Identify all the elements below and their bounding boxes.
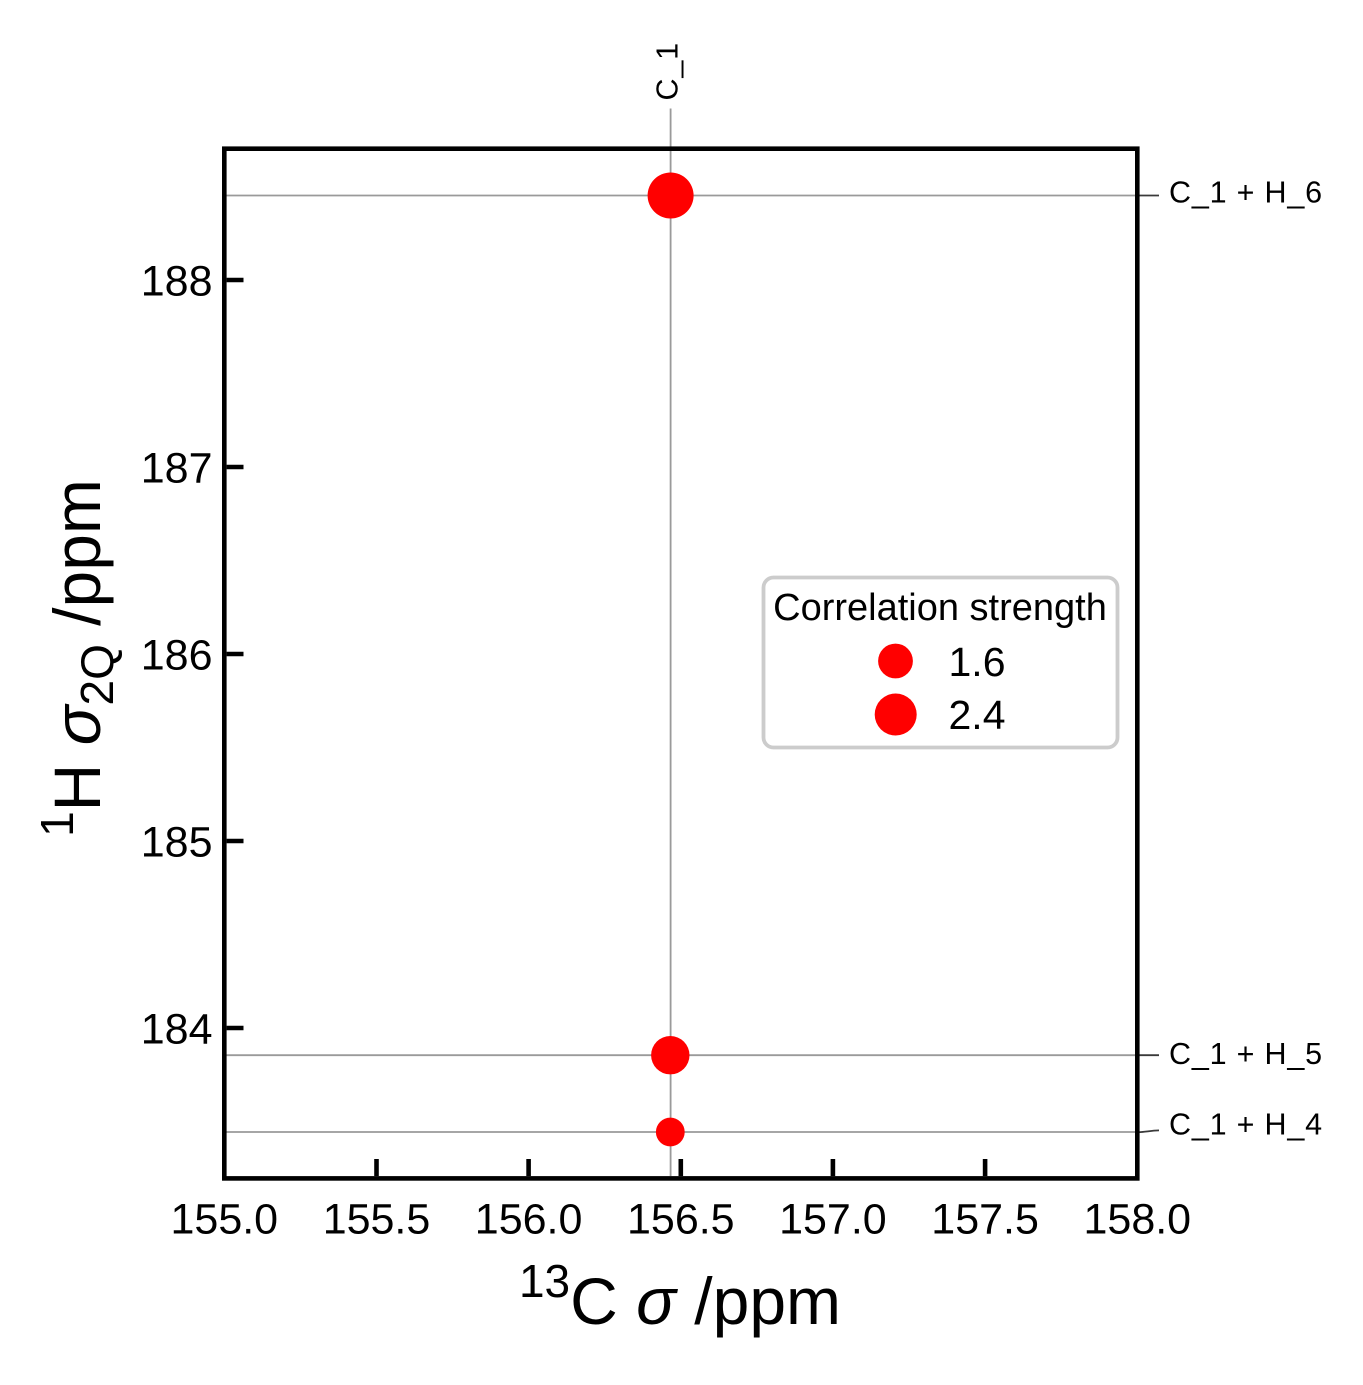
svg-text:155.5: 155.5 xyxy=(323,1196,431,1244)
svg-text:C_1 + H_6: C_1 + H_6 xyxy=(1169,176,1323,210)
svg-text:158.0: 158.0 xyxy=(1083,1196,1191,1244)
svg-text:186: 186 xyxy=(141,632,213,680)
svg-text:Correlation strength: Correlation strength xyxy=(773,587,1107,629)
svg-text:187: 187 xyxy=(141,445,213,493)
svg-text:1.6: 1.6 xyxy=(949,639,1006,685)
svg-text:13C σ /ppm: 13C σ /ppm xyxy=(519,1255,841,1338)
svg-text:184: 184 xyxy=(141,1006,213,1054)
svg-text:1H σ2Q /ppm: 1H σ2Q /ppm xyxy=(31,479,123,837)
svg-text:157.0: 157.0 xyxy=(779,1196,887,1244)
svg-text:188: 188 xyxy=(141,258,213,306)
svg-text:C_1 + H_5: C_1 + H_5 xyxy=(1169,1037,1323,1071)
svg-text:157.5: 157.5 xyxy=(931,1196,1039,1244)
svg-text:2.4: 2.4 xyxy=(949,692,1006,738)
svg-text:156.5: 156.5 xyxy=(627,1196,735,1244)
svg-text:185: 185 xyxy=(141,819,213,867)
svg-text:C_1: C_1 xyxy=(651,42,685,100)
svg-text:C_1 + H_4: C_1 + H_4 xyxy=(1169,1108,1323,1142)
svg-text:155.0: 155.0 xyxy=(170,1196,278,1244)
svg-text:156.0: 156.0 xyxy=(475,1196,583,1244)
